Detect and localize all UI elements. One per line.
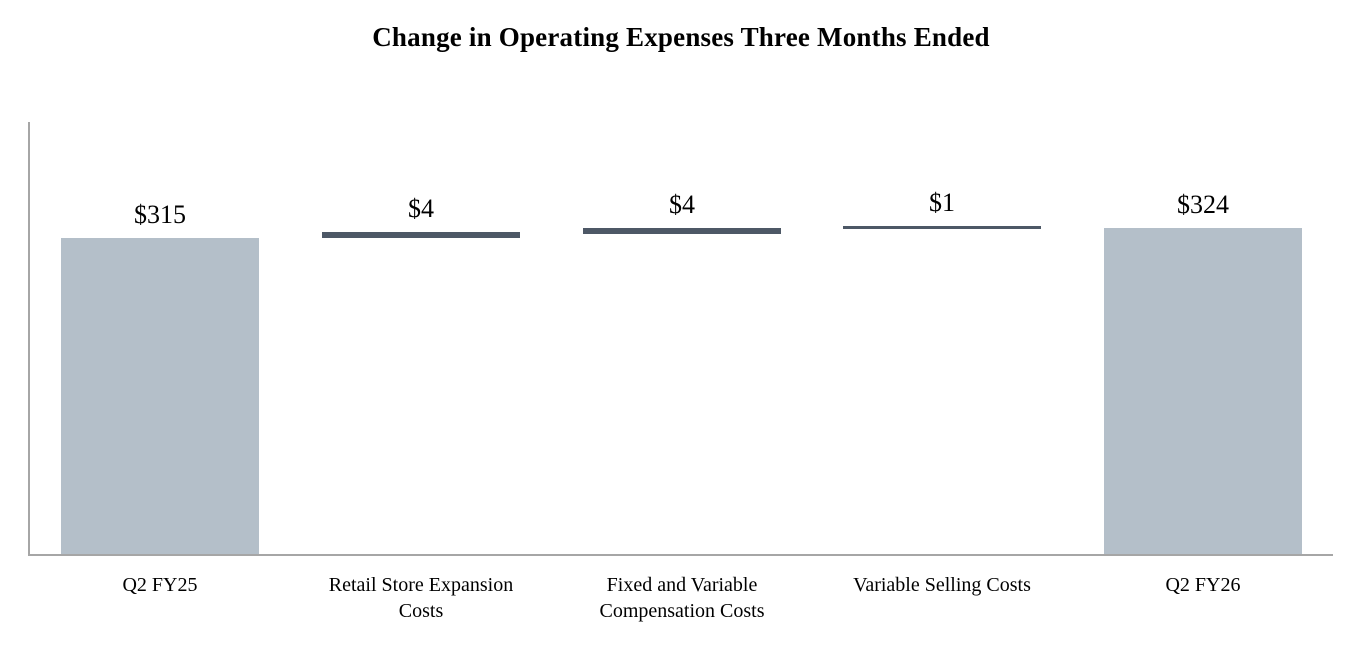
bar-variable-selling-costs — [843, 226, 1041, 229]
category-label-retail-store-expansion-costs: Retail Store Expansion Costs — [328, 574, 514, 622]
chart-title: Change in Operating Expenses Three Month… — [372, 22, 990, 52]
plot-area: $315 $4 $4 $1 $324 — [28, 122, 1333, 556]
category-label-variable-selling-costs: Variable Selling Costs — [853, 574, 1031, 596]
bar-retail-store-expansion-costs — [322, 232, 520, 238]
bar-q2-fy25 — [61, 238, 259, 554]
category-axis-labels: Q2 FY25 Retail Store Expansion Costs Fixed… — [0, 572, 1362, 642]
bar-q2-fy26 — [1104, 228, 1302, 554]
value-label-fixed-and-variable-compensation-costs: $4 — [669, 190, 695, 219]
category-label-q2-fy26: Q2 FY26 — [1165, 574, 1241, 596]
value-label-variable-selling-costs: $1 — [929, 188, 955, 217]
category-label-fixed-and-variable-compensation-costs: Fixed and Variable Compensation Costs — [599, 574, 765, 622]
value-label-retail-store-expansion-costs: $4 — [408, 194, 434, 223]
value-label-q2-fy25: $315 — [134, 200, 186, 229]
bar-fixed-and-variable-compensation-costs — [583, 228, 781, 234]
category-label-q2-fy25: Q2 FY25 — [122, 574, 198, 596]
value-label-q2-fy26: $324 — [1177, 190, 1229, 219]
